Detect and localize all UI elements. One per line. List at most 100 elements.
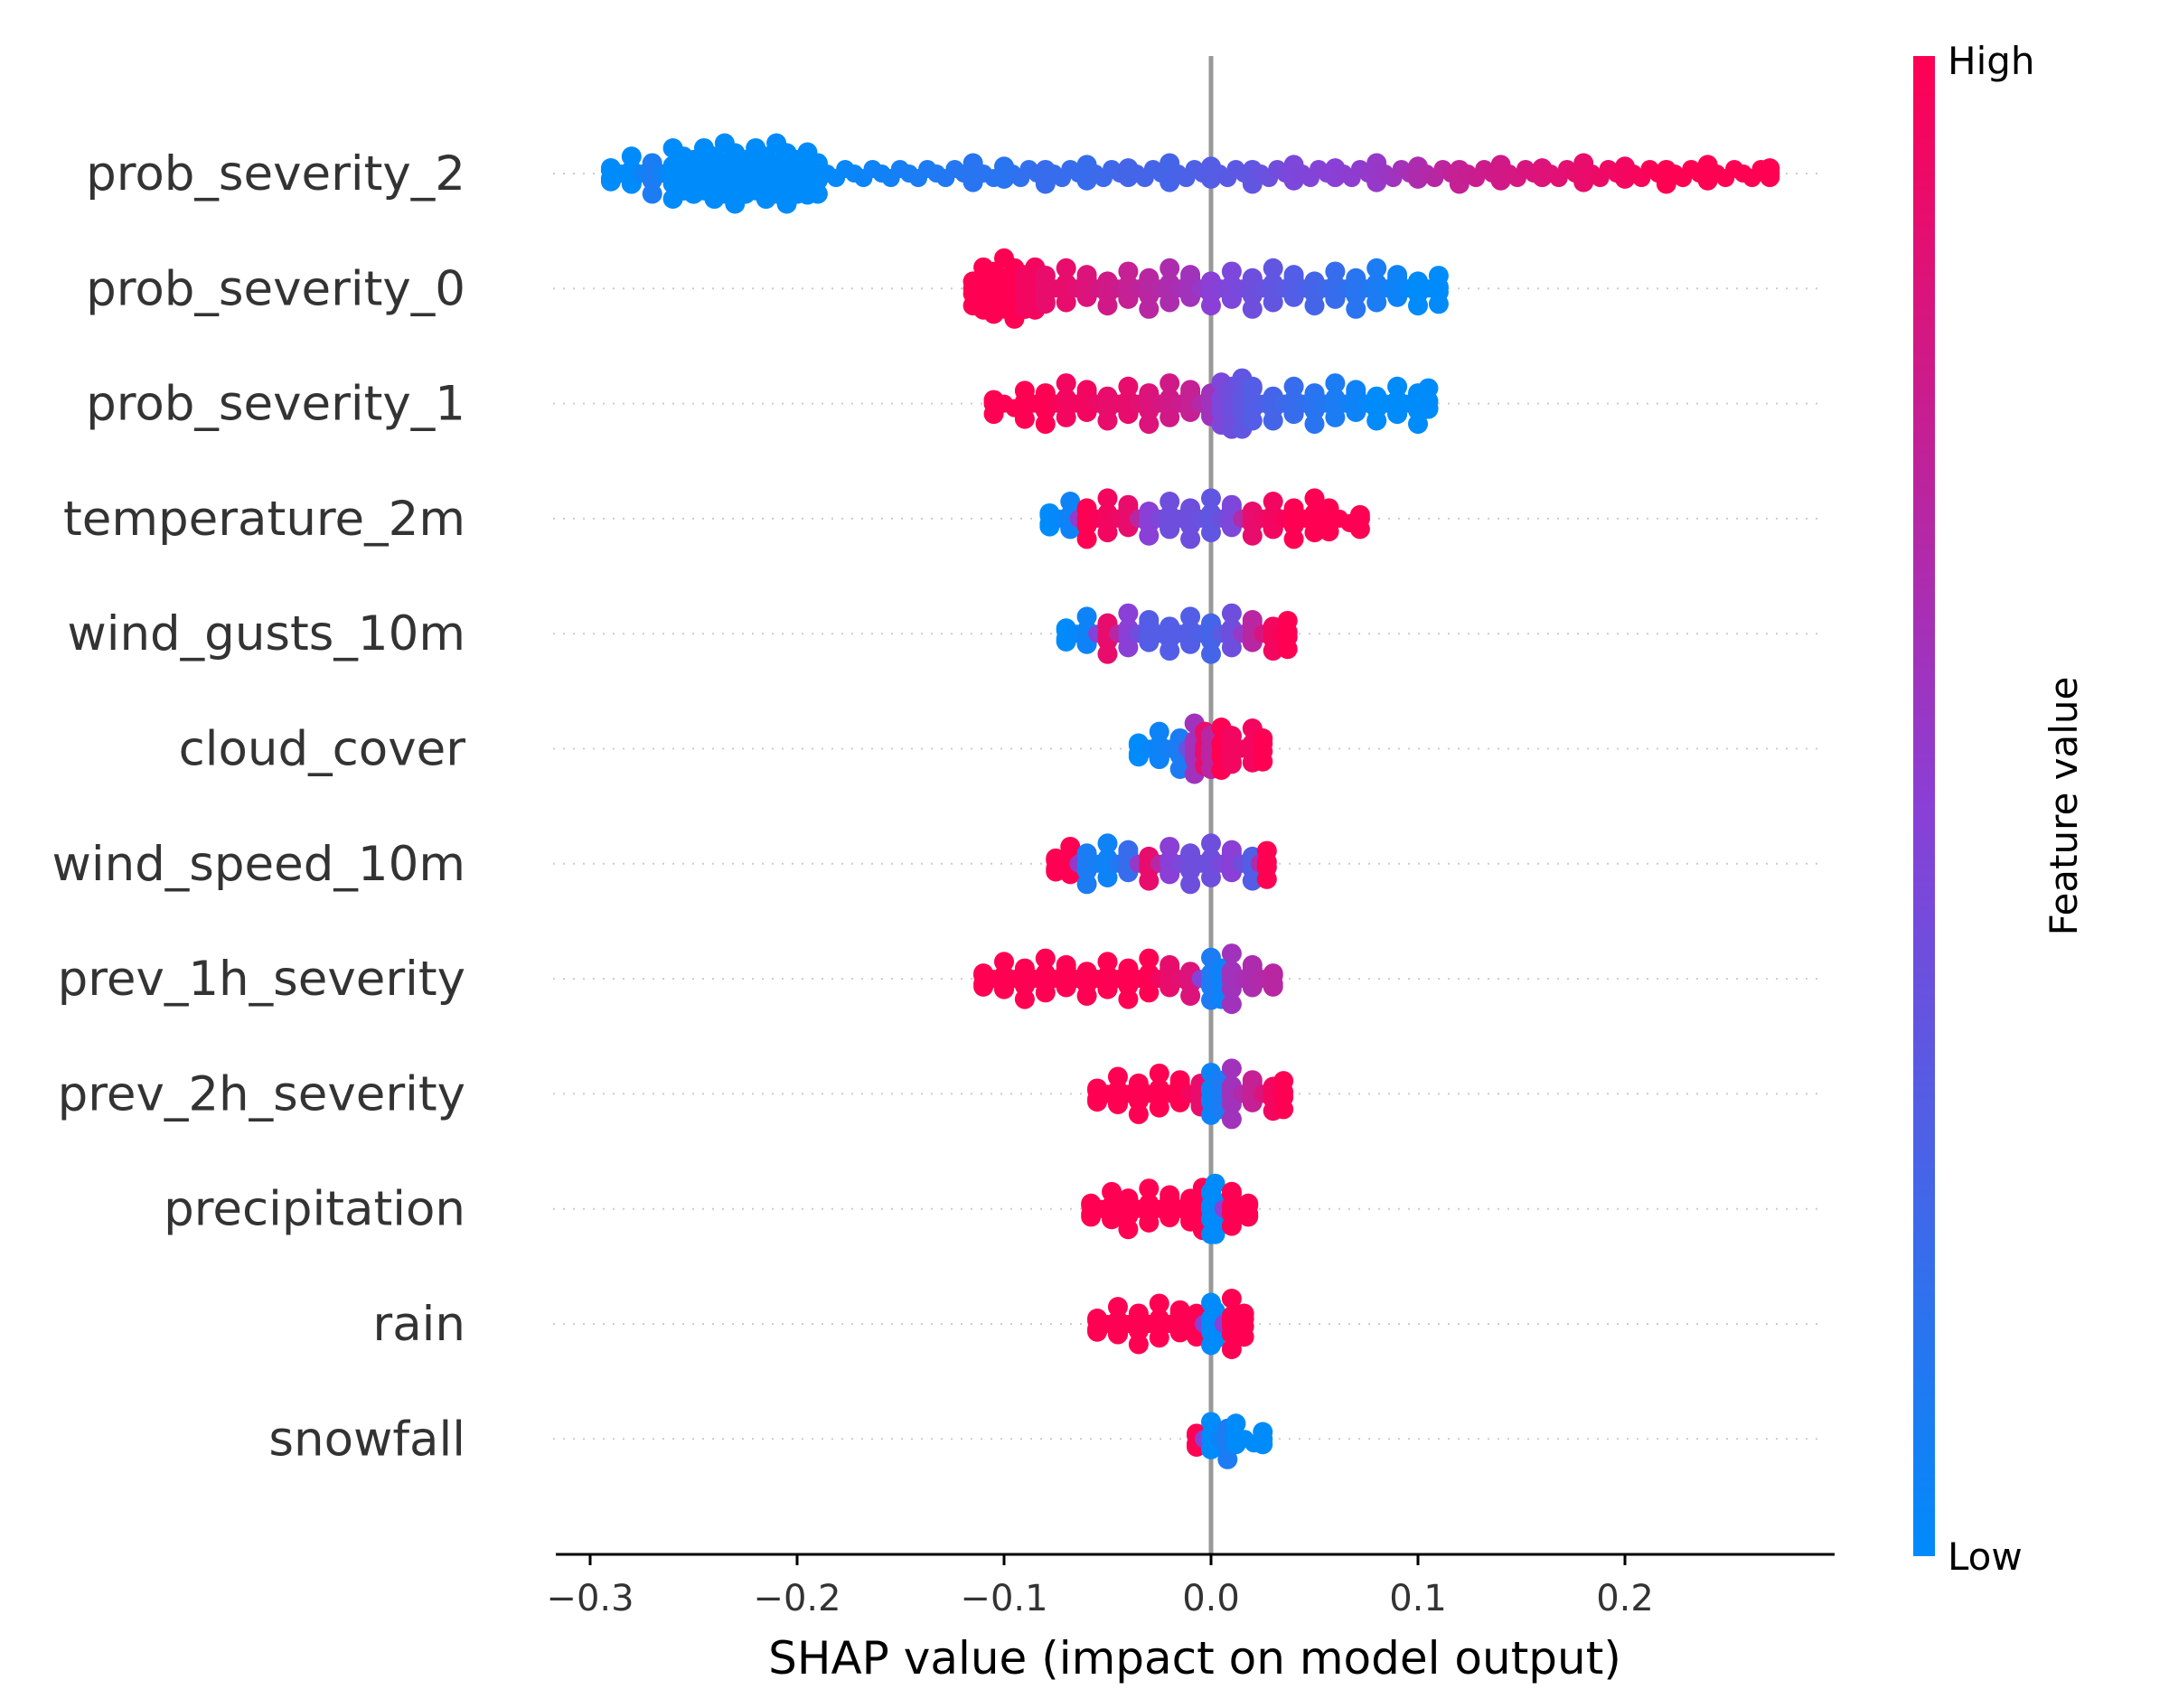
data-point	[1221, 943, 1242, 964]
data-point	[1238, 1206, 1259, 1227]
data-point	[1221, 603, 1242, 624]
data-point	[1304, 414, 1325, 435]
data-point	[1139, 525, 1160, 546]
data-point	[1118, 1219, 1139, 1240]
feature-label: prev_1h_severity	[58, 952, 465, 1007]
data-point	[1139, 870, 1160, 891]
data-point	[1304, 522, 1325, 543]
x-tick-label: −0.2	[753, 1578, 840, 1619]
data-point	[1408, 414, 1428, 435]
data-point	[1097, 296, 1118, 316]
data-point	[1234, 1327, 1254, 1347]
data-point	[1221, 994, 1242, 1015]
data-point	[1346, 298, 1366, 319]
data-point	[1325, 407, 1346, 427]
data-point	[1366, 258, 1387, 278]
data-point	[1118, 989, 1139, 1009]
data-point	[1304, 296, 1325, 316]
feature-label: precipitation	[164, 1182, 465, 1237]
data-point	[1242, 298, 1263, 319]
data-point	[1097, 522, 1118, 543]
data-point	[807, 183, 828, 204]
data-point	[1035, 291, 1056, 312]
data-point	[1056, 292, 1076, 313]
data-point	[1217, 1449, 1238, 1469]
data-point	[1097, 410, 1118, 431]
data-point	[1242, 525, 1263, 546]
data-point	[1035, 948, 1056, 969]
data-point	[642, 183, 662, 204]
data-point	[1418, 399, 1439, 419]
data-point	[1366, 410, 1387, 431]
colorbar-title: Feature value	[2042, 677, 2086, 936]
data-point	[1201, 643, 1221, 664]
feature-label: prob_severity_0	[86, 261, 465, 316]
data-point	[1325, 373, 1346, 394]
x-tick-label: −0.3	[546, 1578, 634, 1619]
data-point	[1035, 982, 1056, 1003]
feature-label: prob_severity_1	[86, 377, 465, 432]
data-point	[1014, 408, 1035, 429]
data-point	[1201, 522, 1221, 543]
data-point	[1149, 1097, 1169, 1118]
data-point	[1201, 488, 1221, 509]
data-point	[1221, 1058, 1242, 1079]
data-point	[1097, 833, 1118, 854]
data-point	[1118, 603, 1139, 624]
data-point	[1273, 1099, 1294, 1120]
data-point	[1056, 258, 1076, 278]
data-point	[1128, 1103, 1149, 1124]
data-point	[1139, 414, 1160, 435]
data-point	[1149, 1328, 1169, 1348]
data-points	[600, 133, 1780, 1469]
data-point	[1160, 258, 1180, 278]
data-point	[1283, 529, 1304, 549]
data-point	[1160, 373, 1180, 394]
colorbar-low-label: Low	[1948, 1534, 2023, 1579]
x-tick-label: 0.1	[1389, 1578, 1447, 1619]
feature-label: cloud_cover	[179, 722, 466, 777]
data-point	[1221, 751, 1242, 772]
data-point	[1221, 1109, 1242, 1130]
data-point	[1035, 414, 1056, 435]
feature-labels: prob_severity_2 prob_severity_0 prob_sever…	[52, 146, 466, 1467]
data-point	[1242, 870, 1263, 891]
data-point	[1201, 833, 1221, 854]
data-point	[1201, 867, 1221, 887]
data-point	[1221, 1339, 1242, 1359]
data-point	[1366, 292, 1387, 313]
x-tick-label: −0.1	[960, 1578, 1047, 1619]
data-point	[1180, 874, 1201, 895]
feature-label: prev_2h_severity	[58, 1066, 465, 1121]
colorbar	[1913, 56, 1935, 1556]
data-point	[1263, 292, 1283, 313]
data-point	[1304, 488, 1325, 509]
data-point	[1253, 1434, 1273, 1455]
x-tick-label: 0.2	[1596, 1578, 1654, 1619]
data-point	[1139, 1178, 1160, 1199]
data-point	[1139, 982, 1160, 1003]
data-point	[1180, 529, 1201, 549]
data-point	[1097, 488, 1118, 509]
data-point	[1221, 1289, 1242, 1309]
data-point	[1149, 1293, 1169, 1314]
data-point	[1118, 637, 1139, 658]
data-point	[1408, 296, 1428, 316]
data-point	[1056, 407, 1076, 427]
data-point	[1319, 521, 1339, 542]
data-point	[1056, 373, 1076, 394]
data-point	[1139, 1212, 1160, 1233]
x-axis-label: SHAP value (impact on model output)	[768, 1632, 1621, 1685]
data-point	[1263, 641, 1283, 662]
data-point	[1242, 410, 1263, 431]
data-point	[1076, 874, 1097, 895]
data-point	[1205, 1224, 1225, 1244]
data-point	[1139, 948, 1160, 969]
data-point	[1097, 643, 1118, 664]
feature-label: snowfall	[268, 1412, 465, 1467]
x-tick-label: 0.0	[1182, 1578, 1240, 1619]
data-point	[1076, 529, 1097, 549]
x-axis-ticks: −0.3 −0.2 −0.1 0.0 0.1 0.2	[546, 1554, 1654, 1619]
data-point	[1205, 1173, 1225, 1194]
